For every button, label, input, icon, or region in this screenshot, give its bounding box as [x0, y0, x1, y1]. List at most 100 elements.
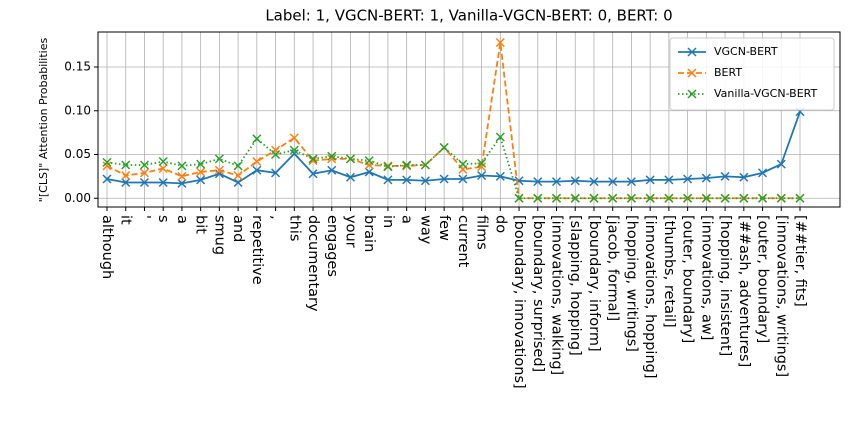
marker — [177, 178, 187, 188]
marker — [102, 157, 112, 167]
x-tick-label: s — [155, 215, 171, 223]
marker — [158, 177, 168, 188]
x-tick-label: and — [230, 215, 246, 242]
x-tick-label: [innovations, walking] — [549, 215, 565, 375]
marker — [495, 132, 505, 142]
legend-label: VGCN-BERT — [714, 45, 778, 58]
marker — [758, 168, 768, 178]
marker — [776, 193, 786, 203]
x-tick-label: engages — [324, 215, 340, 277]
marker — [720, 171, 730, 181]
y-axis-label: "[CLS]" Attention Probabilities — [37, 38, 50, 203]
marker — [439, 142, 449, 153]
marker — [589, 177, 599, 187]
marker — [271, 149, 281, 160]
marker — [196, 159, 206, 169]
x-tick-label: although — [99, 215, 115, 279]
x-tick-label: [innovations, hopping] — [642, 215, 658, 379]
marker — [102, 174, 112, 184]
marker — [477, 158, 487, 168]
legend-marker — [687, 89, 697, 99]
marker — [289, 145, 299, 155]
marker — [758, 193, 768, 203]
marker — [683, 174, 693, 184]
marker — [139, 160, 149, 170]
marker — [252, 165, 262, 175]
marker — [626, 177, 636, 187]
marker — [626, 193, 636, 203]
marker — [139, 168, 149, 178]
x-tick-label: [jacob, formal] — [605, 215, 621, 321]
x-tick-label: way — [417, 215, 433, 245]
marker — [533, 177, 543, 187]
x-tick-label: in — [380, 215, 396, 228]
x-tick-label: [hopping, insistent] — [717, 215, 733, 356]
marker — [720, 193, 730, 203]
series-line — [106, 111, 801, 185]
x-tick-label: do — [492, 215, 508, 233]
y-tick-label: 0.15 — [64, 60, 91, 74]
marker — [252, 156, 262, 167]
marker — [589, 193, 599, 203]
x-tick-label: ' — [136, 215, 152, 219]
marker — [402, 160, 412, 170]
x-tick-label: [##ash, adventures] — [736, 215, 752, 367]
marker — [664, 175, 674, 185]
marker — [308, 154, 318, 164]
marker — [252, 134, 262, 144]
marker — [308, 169, 318, 179]
x-tick-label: your — [342, 215, 358, 248]
marker — [495, 171, 505, 181]
marker — [289, 133, 299, 143]
series-line — [106, 134, 800, 200]
marker — [570, 193, 580, 203]
x-tick-label: [hopping, writings] — [623, 215, 639, 352]
x-tick-label: [thumbs, retail] — [661, 215, 677, 328]
marker — [233, 170, 243, 181]
marker — [645, 175, 655, 185]
marker — [533, 193, 543, 203]
legend-box — [669, 37, 835, 111]
marker — [739, 172, 749, 182]
marker — [420, 176, 430, 186]
marker — [327, 165, 337, 175]
marker — [701, 193, 711, 203]
marker — [383, 175, 393, 185]
marker — [233, 161, 243, 171]
marker — [102, 161, 112, 171]
x-tick-label: [innovations, writings] — [773, 215, 789, 377]
marker — [214, 154, 224, 164]
legend-label: BERT — [714, 66, 742, 79]
marker — [327, 151, 337, 161]
marker — [271, 168, 281, 178]
x-tick-label: documentary — [305, 215, 321, 312]
marker — [495, 37, 505, 48]
marker — [458, 159, 468, 169]
x-tick-label: repetitive — [249, 215, 265, 285]
x-tick-label: it — [118, 215, 134, 225]
marker — [439, 174, 449, 184]
marker — [739, 193, 749, 203]
marker — [776, 159, 786, 169]
plot-frame — [97, 31, 841, 208]
marker — [551, 177, 562, 187]
y-tick-label: 0.05 — [64, 147, 91, 161]
x-tick-label: [boundary, innovations] — [511, 215, 527, 389]
x-tick-label: films — [474, 215, 490, 250]
marker — [645, 193, 655, 203]
marker — [345, 172, 356, 182]
x-tick-label: [##tier, fits] — [792, 215, 808, 307]
x-tick-label: current — [455, 215, 471, 268]
marker — [196, 175, 206, 185]
x-tick-label: [boundary, surprised] — [530, 215, 546, 372]
marker — [158, 156, 168, 167]
marker — [121, 160, 131, 170]
y-tick-label: 0.10 — [64, 103, 91, 117]
chart-title: Label: 1, VGCN-BERT: 1, Vanilla-VGCN-BER… — [265, 7, 672, 25]
x-tick-label: [outer, boundary] — [755, 215, 771, 343]
marker — [514, 193, 524, 203]
marker — [402, 175, 412, 185]
marker — [608, 193, 618, 203]
marker — [477, 170, 487, 181]
